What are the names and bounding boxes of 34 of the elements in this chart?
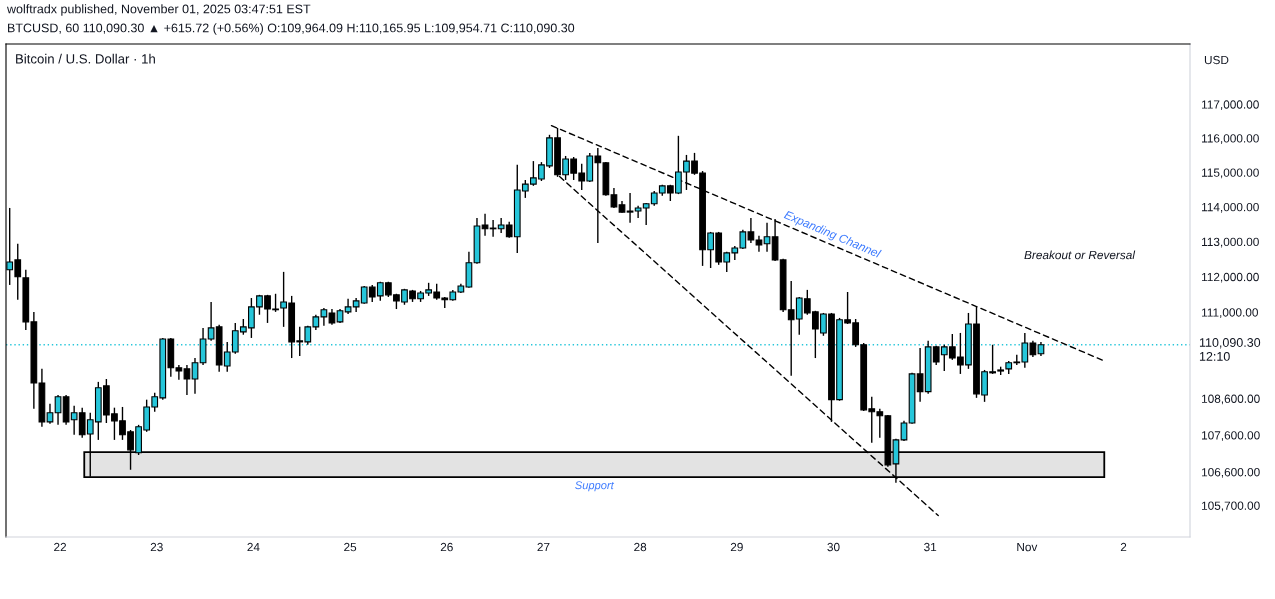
annotation: Breakout or Reversal (1024, 250, 1136, 260)
x-tick-label: 30 (827, 542, 840, 552)
text: BTCUSD, 60 110,090.30 ▲ +615.72 (+0.56%) O:109,964.09 H:110,165.95 L:109,954.71 C:110,090.30 (8, 23, 575, 35)
y-tick-label: 108,600.00 (1202, 394, 1260, 405)
y-tick-label: 117,000.00 (1202, 100, 1259, 111)
candlestick (763, 222, 771, 253)
y-tick-label: 116,000.00 (1202, 134, 1259, 144)
text: wolftradx published, November 01, 2025 03:47:51 EST (6, 4, 311, 16)
ref-line-label: 110,090.30 12:10 (1199, 338, 1261, 361)
x-tick-label: 31 (924, 542, 937, 552)
x-tick-label: Nov (1017, 542, 1038, 552)
y-tick-label: 115,000.00 (1202, 168, 1259, 179)
y-tick-label: 112,000.00 (1202, 272, 1259, 283)
y-tick-label: 113,000.00 (1202, 237, 1259, 248)
y-tick-label: 106,600.00 (1202, 468, 1260, 478)
text: Bitcoin / U.S. Dollar · 1h (16, 53, 155, 64)
x-tick-label: 23 (150, 542, 163, 552)
x-tick-label: 22 (54, 542, 67, 552)
y-tick-label: 105,700.00 (1202, 501, 1260, 512)
candlestick (900, 420, 908, 442)
x-tick-label: 2 (1120, 542, 1127, 552)
x-tick-label: 28 (634, 542, 647, 552)
x-tick-label: 29 (730, 542, 743, 552)
x-tick-label: 25 (344, 542, 357, 552)
y-tick-label: 107,600.00 (1202, 431, 1260, 441)
y-tick-label: 114,000.00 (1202, 202, 1259, 213)
candlestick (191, 357, 199, 395)
x-tick-label: 24 (247, 542, 260, 552)
candlestick (46, 402, 54, 425)
x-tick-label: 27 (537, 542, 550, 552)
y-axis-title: USD (1204, 55, 1229, 65)
band-label: Support (575, 481, 615, 492)
x-tick-label: 26 (440, 542, 453, 552)
y-tick-label: 111,000.00 (1202, 308, 1258, 319)
